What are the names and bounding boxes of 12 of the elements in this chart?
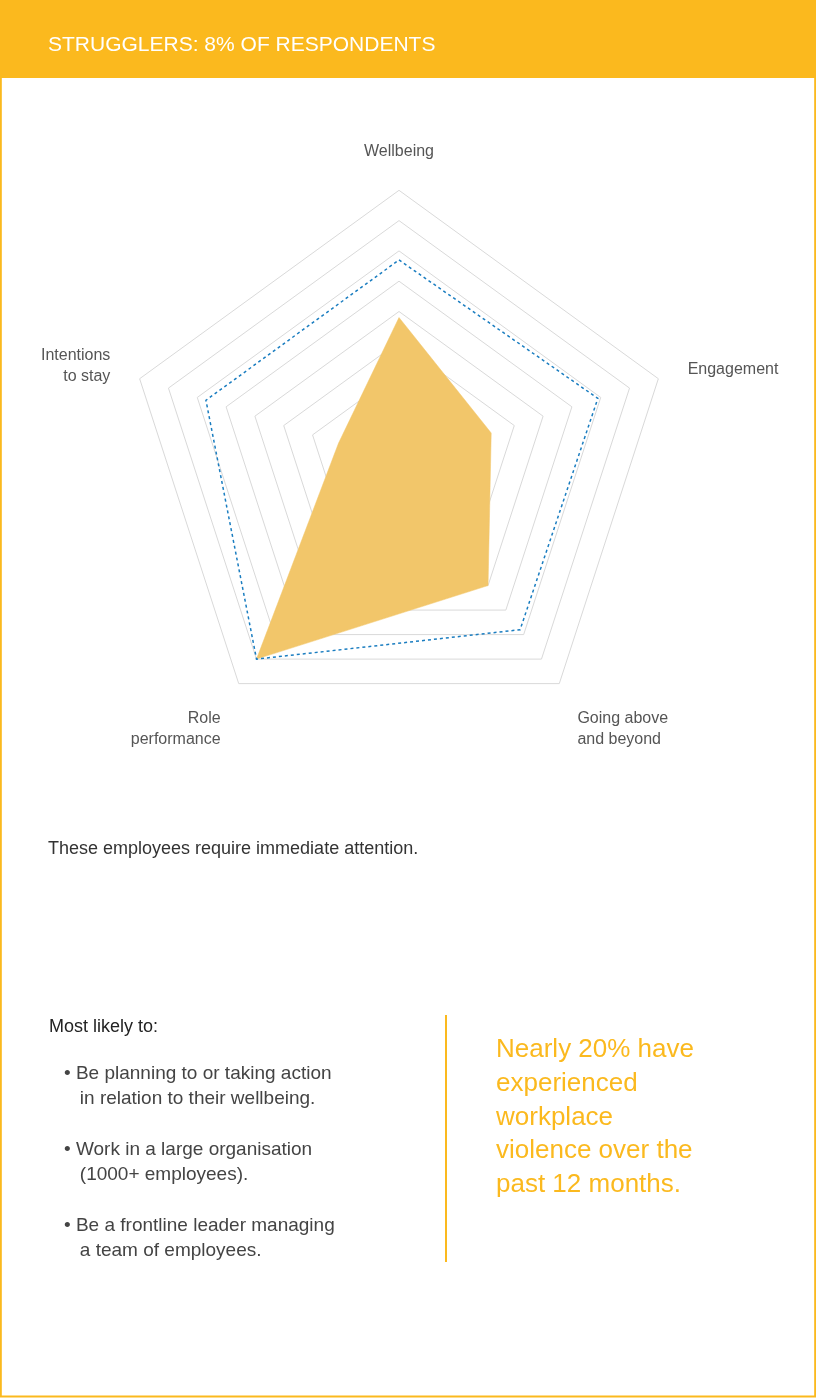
text: Most likely to: [49,1016,159,1036]
text: Nearly 20% have experienced workplace violence over the past 12 months. [495,1033,694,1199]
spoke-label: Engagement [687,359,779,377]
spoke-label: Wellbeing [364,142,434,160]
text: These employees require immediate attention. [48,838,419,858]
spoke-label: Going above and beyond [577,708,669,747]
text: • Work in a large organisation (1000+ employees). [64,1138,313,1184]
text: • Be planning to or taking action in relation to their wellbeing. [64,1062,332,1108]
text: • Be a frontline leader managing a team of employees. [64,1214,335,1260]
chart-title: STRUGGLERS: 8% OF RESPONDENTS [48,32,436,55]
spoke-label: Role performance [130,708,221,747]
spoke-label: Intentions to stay [40,345,111,384]
